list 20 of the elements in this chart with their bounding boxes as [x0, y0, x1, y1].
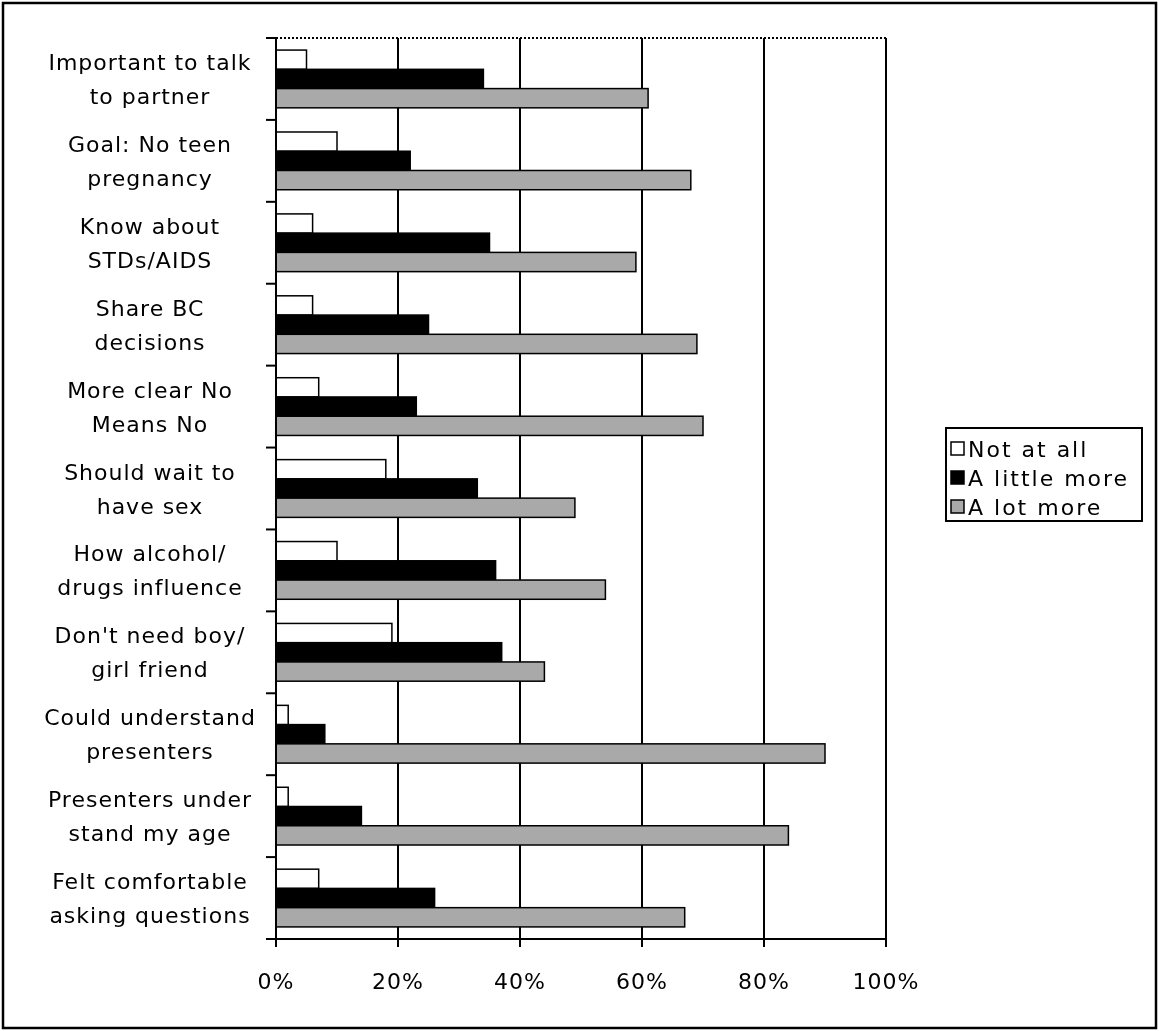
y-tick-label: More clear No Means No [67, 377, 233, 437]
y-tick-label: Could understand presenters [44, 705, 256, 765]
x-tick-label: 60% [616, 969, 668, 994]
x-tick-label: 80% [738, 969, 790, 994]
x-tick-label: 20% [372, 969, 424, 994]
y-tick-label: Know about STDs/AIDS [79, 213, 221, 273]
legend-label: A little more [968, 466, 1130, 491]
y-tick-label: Should wait to have sex [64, 459, 236, 519]
y-tick-label: How alcohol/ drugs influence [57, 541, 243, 601]
legend-label: A lot more [968, 495, 1103, 520]
y-tick-label: Share BC decisions [94, 295, 206, 355]
y-tick-label: Don't need boy/ girl friend [54, 623, 246, 683]
legend-label: Not at all [968, 437, 1089, 462]
x-tick-label: 0% [257, 969, 295, 994]
y-tick-label: Felt comfortable asking questions [49, 869, 251, 929]
x-tick-label: 100% [852, 969, 920, 994]
x-tick-label: 40% [494, 969, 546, 994]
y-tick-label: Presenters under stand my age [47, 787, 253, 847]
y-tick-label: Important to talk to partner [48, 49, 252, 109]
y-tick-label: Goal: No teen pregnancy [67, 131, 233, 191]
